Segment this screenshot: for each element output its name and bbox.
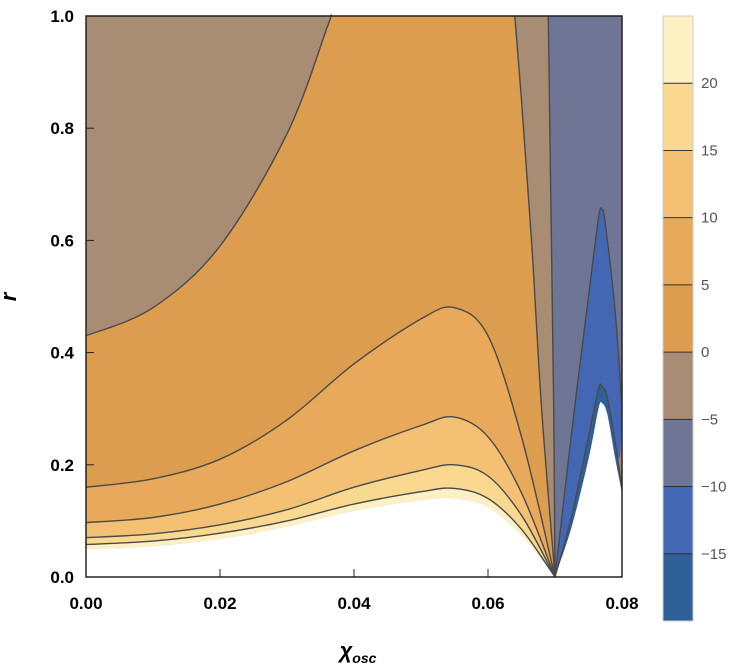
contour-line-6 (547, 15, 556, 578)
contour-line-0 (85, 14, 333, 337)
y-tick-label: 0.6 (50, 231, 74, 250)
x-tick-label: 0.06 (471, 594, 504, 613)
y-tick-label: 0.0 (50, 568, 74, 587)
y-axis-title: r (0, 291, 21, 301)
contour-line-4 (85, 487, 556, 578)
undefined-region-right (555, 401, 622, 577)
contour-lines (85, 14, 623, 578)
region-band-0-to-5 (86, 14, 555, 577)
x-axis: 0.00 0.02 0.04 0.06 0.08 (69, 569, 639, 613)
y-tick-label: 0.8 (50, 119, 74, 138)
y-axis: 0.0 0.2 0.4 0.6 0.8 1.0 (50, 7, 94, 587)
y-tick-label: 0.2 (50, 456, 74, 475)
y-tick-label: 1.0 (50, 7, 74, 26)
x-tick-label: 0.04 (337, 594, 371, 613)
region-band-minus10-to-minus5 (548, 16, 622, 577)
colorbar-tick-label: 0 (701, 344, 709, 361)
colorbar-band (663, 486, 693, 554)
colorbar-band (663, 217, 693, 285)
x-axis-title: χosc (338, 638, 377, 665)
contour-line-1 (85, 306, 556, 578)
colorbar-tick-label: 20 (701, 75, 718, 92)
region-band-minus20-to-minus15 (555, 383, 622, 577)
colorbar-tick-label: 15 (701, 142, 718, 159)
colorbar-band (663, 352, 693, 420)
contour-line-5 (514, 15, 556, 578)
plot-area (85, 14, 623, 578)
contour-line-7 (554, 207, 623, 578)
colorbar-frame (662, 15, 694, 622)
colorbar-band (663, 284, 693, 353)
y-tick-label: 0.4 (50, 344, 74, 363)
colorbar-band (663, 16, 693, 84)
x-tick-label: 0.08 (605, 594, 638, 613)
region-band-10-to-15 (86, 416, 555, 577)
region-band-5-to-10 (86, 306, 555, 577)
colorbar-tick-label: 10 (701, 210, 718, 227)
x-tick-label: 0.00 (69, 594, 102, 613)
colorbar-band (663, 83, 693, 151)
contour-line-3 (85, 463, 556, 578)
colorbar-tick-label: 5 (701, 277, 709, 294)
colorbar-tick-label: −10 (701, 479, 726, 496)
colorbar-band (663, 419, 693, 487)
colorbar-band (663, 553, 693, 621)
colorbar-band (663, 150, 693, 218)
contour-line-8 (554, 383, 623, 578)
colorbar-tick-label: −15 (701, 546, 726, 563)
region-band-minus15-to-minus10 (555, 207, 622, 577)
x-tick-label: 0.02 (203, 594, 236, 613)
colorbar: −15 −10 −5 0 5 10 15 20 (662, 15, 726, 622)
contour-line-2 (85, 415, 556, 578)
undefined-region (86, 497, 555, 577)
colorbar-tick-label: −5 (701, 411, 718, 428)
